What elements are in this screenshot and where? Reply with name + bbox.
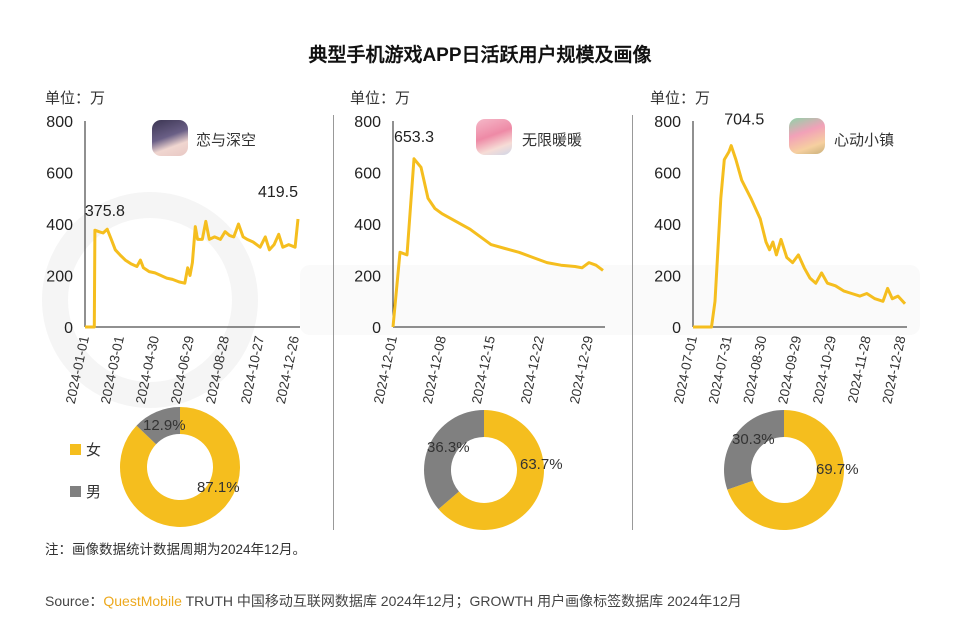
x-tick-label: 2024-04-30 — [133, 335, 162, 406]
peak-value-label: 375.8 — [85, 203, 125, 220]
x-tick-label: 2024-12-22 — [518, 335, 547, 406]
panel-divider — [632, 115, 633, 530]
y-tick-label: 400 — [46, 217, 73, 234]
y-tick-label: 400 — [354, 217, 381, 234]
donut-percent-label: 30.3% — [732, 431, 775, 448]
x-tick-label: 2024-07-31 — [706, 335, 735, 406]
donut-slice-female — [438, 410, 545, 531]
donut-percent-label: 87.1% — [197, 479, 240, 496]
legend-swatch-male — [70, 486, 81, 497]
x-tick-label: 2024-01-01 — [63, 335, 92, 406]
x-tick-label: 2024-10-29 — [810, 335, 839, 406]
watermark-band — [300, 265, 920, 335]
x-tick-label: 2024-12-15 — [469, 335, 498, 406]
dau-series-line — [85, 218, 300, 329]
app-name: 心动小镇 — [834, 132, 895, 149]
source-text: TRUTH 中国移动互联网数据库 2024年12月；GROWTH 用户画像标签数… — [181, 593, 742, 609]
y-tick-label: 600 — [46, 166, 73, 183]
x-tick-label: 2024-08-28 — [203, 335, 232, 406]
x-tick-label: 2024-09-29 — [775, 335, 804, 406]
footnote: 注：画像数据统计数据周期为2024年12月。 — [45, 542, 307, 557]
donut-slice-male — [724, 410, 784, 490]
dau-series-line — [693, 144, 907, 329]
unit-label: 单位：万 — [650, 90, 711, 107]
donut-slice-male — [424, 410, 484, 510]
donut-percent-label: 36.3% — [427, 439, 470, 456]
y-tick-label: 200 — [354, 269, 381, 286]
peak-value-label: 419.5 — [258, 184, 298, 201]
unit-label: 单位：万 — [45, 90, 106, 107]
x-tick-label: 2024-12-01 — [371, 335, 400, 406]
legend-label-male: 男 — [86, 484, 102, 501]
app-name: 恋与深空 — [196, 132, 257, 149]
panel-divider — [333, 115, 334, 530]
y-tick-label: 0 — [672, 320, 681, 337]
donut-percent-label: 12.9% — [143, 417, 186, 434]
y-tick-label: 600 — [654, 166, 681, 183]
x-tick-label: 2024-08-30 — [740, 335, 769, 406]
game-app-icon — [152, 120, 188, 156]
x-tick-label: 2024-12-26 — [273, 335, 302, 406]
unit-label: 单位：万 — [350, 90, 411, 107]
x-tick-label: 2024-10-27 — [238, 335, 267, 406]
x-tick-label: 2024-12-28 — [879, 335, 908, 406]
x-tick-label: 2024-12-08 — [420, 335, 449, 406]
y-tick-label: 200 — [46, 269, 73, 286]
dau-series-line — [391, 157, 604, 328]
game-app-icon — [476, 119, 512, 155]
peak-value-label: 704.5 — [724, 112, 764, 129]
peak-value-label: 653.3 — [394, 129, 434, 146]
legend-label-female: 女 — [86, 442, 102, 459]
y-tick-label: 200 — [654, 269, 681, 286]
source-brand: QuestMobile — [103, 593, 182, 609]
y-tick-label: 800 — [654, 114, 681, 131]
donut-slice-female — [727, 410, 845, 530]
chart-title: 典型手机游戏APP日活跃用户规模及画像 — [308, 45, 652, 66]
donut-percent-label: 63.7% — [520, 456, 563, 473]
watermark-ring — [42, 192, 258, 408]
x-tick-label: 2024-06-29 — [168, 335, 197, 406]
source-prefix: Source： — [45, 593, 104, 609]
donut-percent-label: 69.7% — [816, 461, 859, 478]
x-tick-label: 2024-03-01 — [98, 335, 127, 406]
game-app-icon — [789, 118, 825, 154]
x-tick-label: 2024-12-29 — [567, 335, 596, 406]
y-tick-label: 0 — [64, 320, 73, 337]
app-name: 无限暖暖 — [522, 132, 583, 149]
donut-slice-male — [136, 407, 180, 445]
y-tick-label: 600 — [354, 166, 381, 183]
source-line: Source：QuestMobile TRUTH 中国移动互联网数据库 2024… — [45, 591, 742, 611]
y-tick-label: 0 — [372, 320, 381, 337]
y-tick-label: 800 — [354, 114, 381, 131]
legend-swatch-female — [70, 444, 81, 455]
y-tick-label: 800 — [46, 114, 73, 131]
x-tick-label: 2024-11-28 — [845, 335, 874, 405]
y-tick-label: 400 — [654, 217, 681, 234]
x-tick-label: 2024-07-01 — [671, 335, 700, 406]
donut-slice-female — [119, 407, 240, 527]
